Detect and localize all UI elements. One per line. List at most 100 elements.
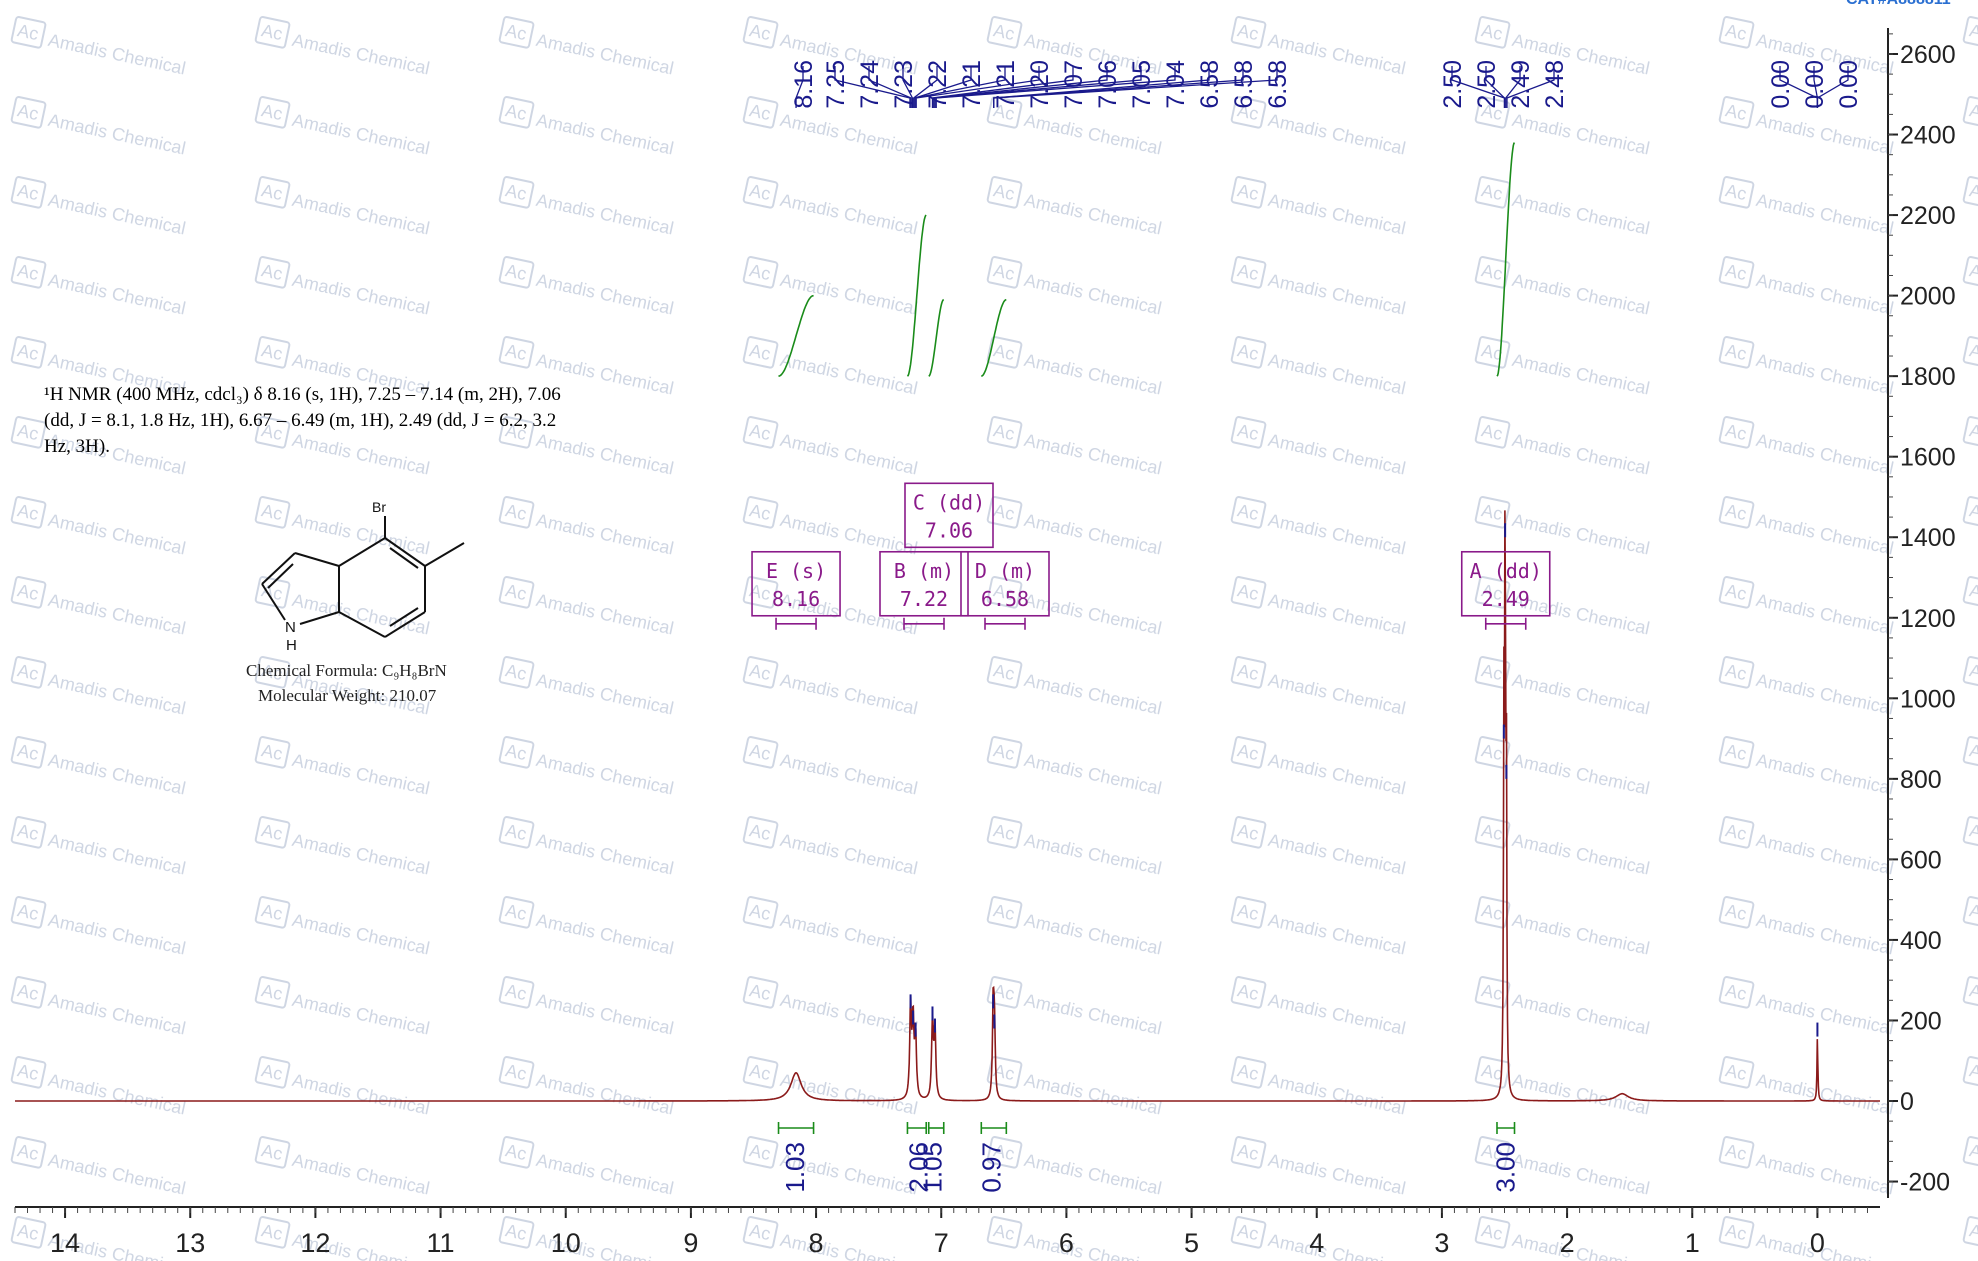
watermark-text: Amadis Chemical <box>534 990 675 1039</box>
watermark-logo-text: Ac <box>1236 580 1261 604</box>
watermark-logo <box>1474 1216 1511 1249</box>
watermark-logo <box>254 1216 291 1249</box>
y-tick-label: 2600 <box>1900 41 1956 69</box>
watermark-logo <box>1230 176 1267 209</box>
watermark-logo <box>1718 1216 1755 1249</box>
watermark-text: Amadis Chemical <box>1510 110 1651 159</box>
x-tick-label: 2 <box>1560 1228 1575 1258</box>
watermark-text: Amadis Chemical <box>778 1230 919 1261</box>
watermark-logo <box>1718 256 1755 289</box>
watermark-logo-text: Ac <box>992 1220 1017 1244</box>
watermark-logo <box>1230 1136 1267 1169</box>
peak-label: 2.50 <box>1473 60 1501 109</box>
watermark-logo <box>10 256 47 289</box>
watermark-logo-text: Ac <box>16 20 41 44</box>
watermark-logo <box>254 176 291 209</box>
watermark-logo-text: Ac <box>1724 660 1749 684</box>
watermark-text: Amadis Chemical <box>1754 190 1895 239</box>
watermark-text: Amadis Chemical <box>1022 430 1163 479</box>
watermark-logo-text: Ac <box>16 820 41 844</box>
watermark-logo <box>498 896 535 929</box>
watermark-logo-text: Ac <box>1968 1220 1978 1244</box>
watermark-logo-text: Ac <box>992 980 1017 1004</box>
watermark-logo <box>1474 496 1511 529</box>
watermark-logo-text: Ac <box>504 980 529 1004</box>
watermark-logo <box>498 16 535 49</box>
y-tick-label: 200 <box>1900 1007 1942 1035</box>
watermark-logo-text: Ac <box>16 580 41 604</box>
watermark-logo-text: Ac <box>504 20 529 44</box>
watermark-logo-text: Ac <box>260 1140 285 1164</box>
watermark-text: Amadis Chemical <box>1266 910 1407 959</box>
watermark-logo-text: Ac <box>992 100 1017 124</box>
watermark-logo <box>10 1056 47 1089</box>
watermark-text: Amadis Chemical <box>46 1150 187 1199</box>
watermark-logo-text: Ac <box>748 820 773 844</box>
peak-label-connector <box>795 66 804 108</box>
watermark-text: Amadis Chemical <box>1510 1070 1651 1119</box>
integral-curve <box>981 298 1007 377</box>
multiplet-shift: 8.16 <box>772 587 820 611</box>
watermark-text: Amadis Chemical <box>1266 510 1407 559</box>
watermark-logo-text: Ac <box>1480 980 1505 1004</box>
watermark-text: Amadis Chemical <box>290 1070 431 1119</box>
peak-label-connector <box>1505 66 1521 108</box>
watermark-text: Amadis Chemical <box>46 270 187 319</box>
watermark-logo-text: Ac <box>504 900 529 924</box>
watermark-text: Amadis Chemical <box>1754 990 1895 1039</box>
watermark-text: Amadis Chemical <box>1754 270 1895 319</box>
watermark-logo-text: Ac <box>1236 980 1261 1004</box>
watermark-logo <box>10 416 47 449</box>
watermark-text: Amadis Chemical <box>1022 1070 1163 1119</box>
watermark-logo <box>742 576 779 609</box>
watermark-logo-text: Ac <box>16 900 41 924</box>
y-tick-label: 1800 <box>1900 363 1956 391</box>
watermark-logo <box>254 736 291 769</box>
watermark-logo-text: Ac <box>1480 1060 1505 1084</box>
watermark-logo-text: Ac <box>16 980 41 1004</box>
watermark-logo <box>1230 416 1267 449</box>
watermark-text: Amadis Chemical <box>290 590 431 639</box>
peak-label: 0.00 <box>1767 60 1795 109</box>
watermark-logo-text: Ac <box>1724 340 1749 364</box>
watermark-logo-text: Ac <box>748 1060 773 1084</box>
watermark-text: Amadis Chemical <box>778 830 919 879</box>
watermark-text: Amadis Chemical <box>1510 750 1651 799</box>
watermark-logo <box>10 176 47 209</box>
axes: 14 13 12 11 10 9 8 7 6 5 4 3 2 1 0-2000200400600800100… <box>14 28 1956 1258</box>
x-tick-label: 0 <box>1810 1228 1825 1258</box>
y-tick-label: 1200 <box>1900 605 1956 633</box>
watermark-text: Amadis Chemical <box>1266 990 1407 1039</box>
watermark-logo <box>986 16 1023 49</box>
watermark-logo-text: Ac <box>1968 580 1978 604</box>
watermark-logo <box>742 16 779 49</box>
watermark-logo <box>742 736 779 769</box>
watermark-logo-text: Ac <box>992 900 1017 924</box>
watermark-logo <box>742 816 779 849</box>
integral-curve <box>928 298 945 377</box>
watermark-logo <box>254 96 291 129</box>
